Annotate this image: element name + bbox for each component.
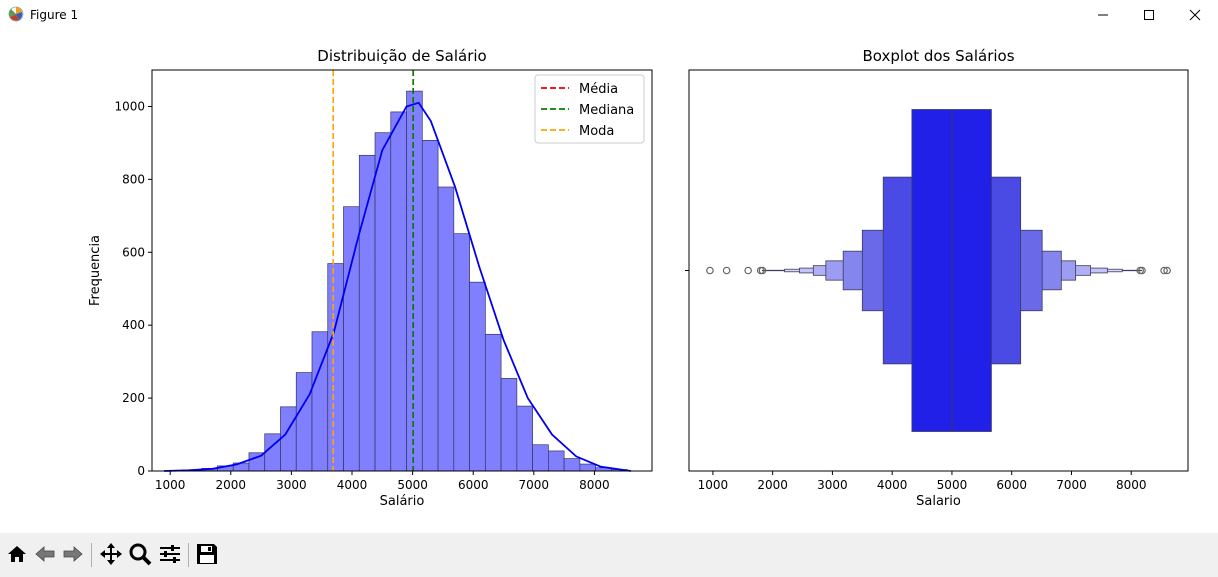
outlier-point	[744, 266, 752, 275]
histogram-ylabel: Frequencia	[88, 235, 103, 306]
x-tick-label: 4000	[877, 478, 908, 492]
x-tick-label: 8000	[1116, 478, 1147, 492]
histogram-bar	[374, 132, 392, 472]
histogram-bar	[421, 140, 439, 472]
histogram-bar	[516, 405, 533, 472]
histogram-bar	[453, 233, 470, 472]
histogram-title: Distribuição de Salário	[317, 47, 486, 65]
x-tick-label: 7000	[519, 478, 550, 492]
histogram-bar	[343, 206, 360, 472]
save-button[interactable]	[194, 541, 220, 567]
close-icon	[1189, 9, 1201, 21]
histogram-bar	[563, 458, 581, 472]
y-tick-label: 1000	[114, 99, 145, 113]
y-tick-label: 800	[122, 172, 145, 186]
histogram-bar	[548, 450, 565, 472]
histogram-bar	[579, 463, 596, 472]
minimize-button[interactable]	[1080, 0, 1126, 30]
histogram-bar	[532, 444, 549, 472]
y-tick-label: 200	[122, 391, 145, 405]
x-tick-label: 5000	[397, 478, 428, 492]
forward-button[interactable]	[60, 541, 86, 567]
pan-icon	[100, 543, 122, 565]
x-tick-label: 6000	[458, 478, 489, 492]
matplotlib-icon	[8, 6, 24, 22]
x-tick-label: 8000	[579, 478, 610, 492]
back-button[interactable]	[32, 541, 58, 567]
home-icon	[8, 546, 26, 562]
histogram-bar	[469, 281, 486, 472]
y-tick-label: 600	[122, 245, 145, 259]
y-tick-label: 0	[137, 464, 145, 478]
configure-icon	[160, 545, 180, 563]
home-button[interactable]	[4, 541, 30, 567]
x-tick-label: 2000	[757, 478, 788, 492]
close-button[interactable]	[1172, 0, 1218, 30]
histogram-bar	[406, 90, 423, 472]
maximize-icon	[1144, 10, 1154, 20]
legend-label: Mediana	[579, 103, 634, 118]
toolbar-separator	[188, 543, 189, 567]
minimize-icon	[1098, 14, 1108, 16]
outlier-point	[1138, 266, 1146, 275]
x-tick-label: 4000	[337, 478, 368, 492]
legend-label: Média	[579, 82, 618, 97]
x-tick-label: 3000	[276, 478, 307, 492]
save-icon	[197, 544, 217, 564]
histogram-bar	[264, 433, 281, 472]
y-tick-label: 400	[122, 318, 145, 332]
histogram-bar	[484, 333, 502, 472]
forward-icon	[63, 546, 83, 562]
kde-line	[164, 101, 631, 472]
figure-svg: 1000 2000 3000 4000 5000 6000 7000 8000 0 200 400 6…	[88, 47, 1189, 509]
outlier-point	[1160, 266, 1168, 275]
back-icon	[35, 546, 55, 562]
histogram-bar	[390, 111, 407, 472]
maximize-button[interactable]	[1126, 0, 1172, 30]
histogram-bar	[327, 263, 344, 472]
x-tick-label: 3000	[817, 478, 848, 492]
x-tick-label: 7000	[1056, 478, 1087, 492]
histogram-bar	[500, 378, 518, 472]
zoom-icon	[129, 543, 152, 566]
x-tick-label: 1000	[155, 478, 186, 492]
x-tick-label: 1000	[698, 478, 729, 492]
navigation-toolbar	[0, 533, 1218, 577]
outlier-point	[758, 266, 767, 275]
histogram-bar	[295, 372, 313, 472]
outlier-point	[706, 266, 714, 275]
toolbar-separator	[91, 543, 92, 567]
boxplot-title: Boxplot dos Salários	[862, 47, 1014, 65]
zoom-button[interactable]	[127, 541, 153, 567]
boxplot-xlabel: Salario	[916, 494, 961, 509]
x-tick-label: 5000	[937, 478, 968, 492]
x-tick-label: 6000	[996, 478, 1027, 492]
histogram-bar	[280, 406, 297, 472]
configure-subplots-button[interactable]	[157, 541, 183, 567]
histogram-axes-frame	[151, 69, 653, 472]
legend-label: Moda	[579, 124, 614, 139]
pan-button[interactable]	[98, 541, 124, 567]
title-bar: Figure 1	[0, 0, 1218, 30]
outlier-point	[1163, 266, 1171, 275]
histogram-xlabel: Salário	[380, 494, 425, 509]
window-title: Figure 1	[30, 8, 79, 22]
histogram-bar	[437, 186, 455, 472]
figure-canvas[interactable]: 1000 2000 3000 4000 5000 6000 7000 8000 0 200 400 6…	[0, 30, 1218, 533]
legend-box	[534, 74, 645, 144]
x-tick-label: 2000	[216, 478, 247, 492]
outlier-point	[722, 266, 731, 275]
